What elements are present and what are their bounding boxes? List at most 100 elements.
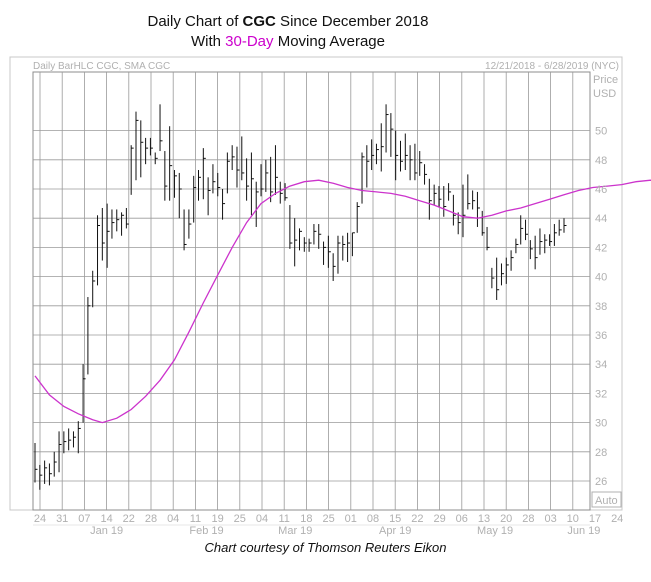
x-tick-label: 25: [322, 513, 334, 525]
y-tick-label: 26: [595, 476, 607, 488]
hlc-bar: [375, 143, 379, 165]
x-tick-label: 24: [34, 513, 46, 525]
y-tick-label: 46: [595, 184, 607, 196]
hlc-bar: [323, 241, 327, 265]
title-line2-suffix: Moving Average: [273, 33, 385, 50]
title-highlight: 30-Day: [225, 33, 274, 50]
hlc-bar: [77, 421, 81, 454]
hlc-bar: [457, 212, 461, 235]
x-tick-label: 07: [78, 513, 90, 525]
chart-title-line-2: With 30-Day Moving Average: [0, 33, 576, 50]
x-tick-label: 14: [100, 513, 112, 525]
hlc-bar: [48, 463, 52, 486]
hlc-bar: [183, 209, 187, 251]
hlc-bar: [500, 263, 504, 286]
month-label: Mar 19: [278, 525, 312, 537]
x-tick-label: 25: [234, 513, 246, 525]
hlc-bar: [63, 431, 67, 454]
hlc-bar: [327, 235, 331, 268]
y-tick-label: 48: [595, 155, 607, 167]
hlc-bar: [496, 257, 500, 300]
hlc-bar: [82, 364, 86, 423]
hlc-bar: [173, 170, 177, 198]
price-bars: [34, 104, 567, 490]
hlc-bar: [399, 140, 403, 172]
x-tick-label: 04: [167, 513, 179, 525]
x-tick-label: 03: [544, 513, 556, 525]
x-tick-label: 08: [367, 513, 379, 525]
x-tick-label: 01: [345, 513, 357, 525]
hlc-bar: [558, 219, 562, 236]
hlc-bar: [198, 170, 202, 201]
hlc-bar: [145, 137, 149, 165]
month-labels: Jan 19 Feb 19 Mar 19 Apr 19 May 19 Jun 19: [33, 524, 600, 537]
hlc-bar: [265, 159, 269, 192]
chart-caption: Chart courtesy of Thomson Reuters Eikon: [204, 540, 447, 555]
auto-label: Auto: [595, 495, 618, 507]
hlc-bar: [222, 189, 226, 220]
hlc-bar: [467, 174, 471, 210]
title-ticker: CGC: [242, 13, 276, 30]
x-tick-label: 06: [456, 513, 468, 525]
hlc-bar: [53, 451, 57, 477]
y-tick-label: 44: [595, 213, 607, 225]
hlc-bar: [481, 210, 485, 236]
hlc-bar: [428, 178, 432, 220]
hlc-bar: [525, 219, 529, 241]
x-tick-label: 18: [300, 513, 312, 525]
hlc-bar: [510, 250, 514, 271]
hlc-bar: [178, 172, 182, 219]
month-label: Apr 19: [379, 525, 411, 537]
x-tick-label: 11: [190, 513, 201, 525]
hlc-bar: [342, 235, 346, 261]
hlc-bar: [164, 151, 168, 201]
hlc-bar: [169, 126, 173, 201]
hlc-bar: [299, 228, 302, 251]
hlc-bar: [351, 232, 355, 257]
hlc-bar: [255, 181, 259, 227]
hlc-bar: [87, 297, 91, 375]
hlc-bar: [116, 209, 120, 232]
hlc-bar: [332, 253, 336, 281]
hlc-bar: [438, 186, 442, 207]
hlc-bar: [236, 146, 240, 188]
y-tick-label: 34: [595, 359, 607, 371]
hlc-bar: [101, 207, 105, 261]
x-tick-label: 20: [500, 513, 512, 525]
hlc-bar: [414, 143, 418, 181]
axis-unit-price: Price: [593, 74, 618, 86]
x-tick-label: 13: [478, 513, 490, 525]
hlc-bar: [154, 152, 158, 165]
hlc-bar: [226, 152, 230, 194]
x-tick-label: 10: [567, 513, 579, 525]
auto-button[interactable]: [591, 491, 622, 508]
hlc-bar: [193, 175, 197, 223]
hlc-bar: [217, 172, 221, 197]
hlc-bar: [130, 145, 134, 195]
hlc-bar: [149, 137, 153, 156]
month-label: Feb 19: [189, 525, 223, 537]
hlc-bar: [424, 164, 428, 185]
hlc-bar: [476, 191, 480, 227]
title-line2-prefix: With: [191, 33, 226, 50]
y-tick-label: 50: [595, 126, 607, 138]
hlc-bar: [303, 237, 307, 252]
hlc-bar: [448, 183, 452, 201]
x-tick-label: 19: [211, 513, 223, 525]
y-tick-label: 30: [595, 418, 607, 430]
y-tick-label: 42: [595, 242, 607, 254]
hlc-bar: [111, 209, 115, 239]
month-label: May 19: [477, 525, 513, 537]
hlc-bar: [135, 111, 139, 181]
hlc-bar: [404, 133, 408, 171]
hlc-bar: [308, 238, 312, 252]
hlc-bar: [356, 202, 360, 233]
y-tick-label: 28: [595, 447, 607, 459]
hlc-bar: [505, 257, 509, 284]
hlc-bar: [58, 431, 62, 473]
y-tick-label: 36: [595, 330, 607, 342]
hlc-bar: [279, 181, 283, 204]
hlc-bar: [361, 152, 365, 204]
hlc-bar: [313, 224, 317, 245]
x-tick-label: 28: [145, 513, 157, 525]
